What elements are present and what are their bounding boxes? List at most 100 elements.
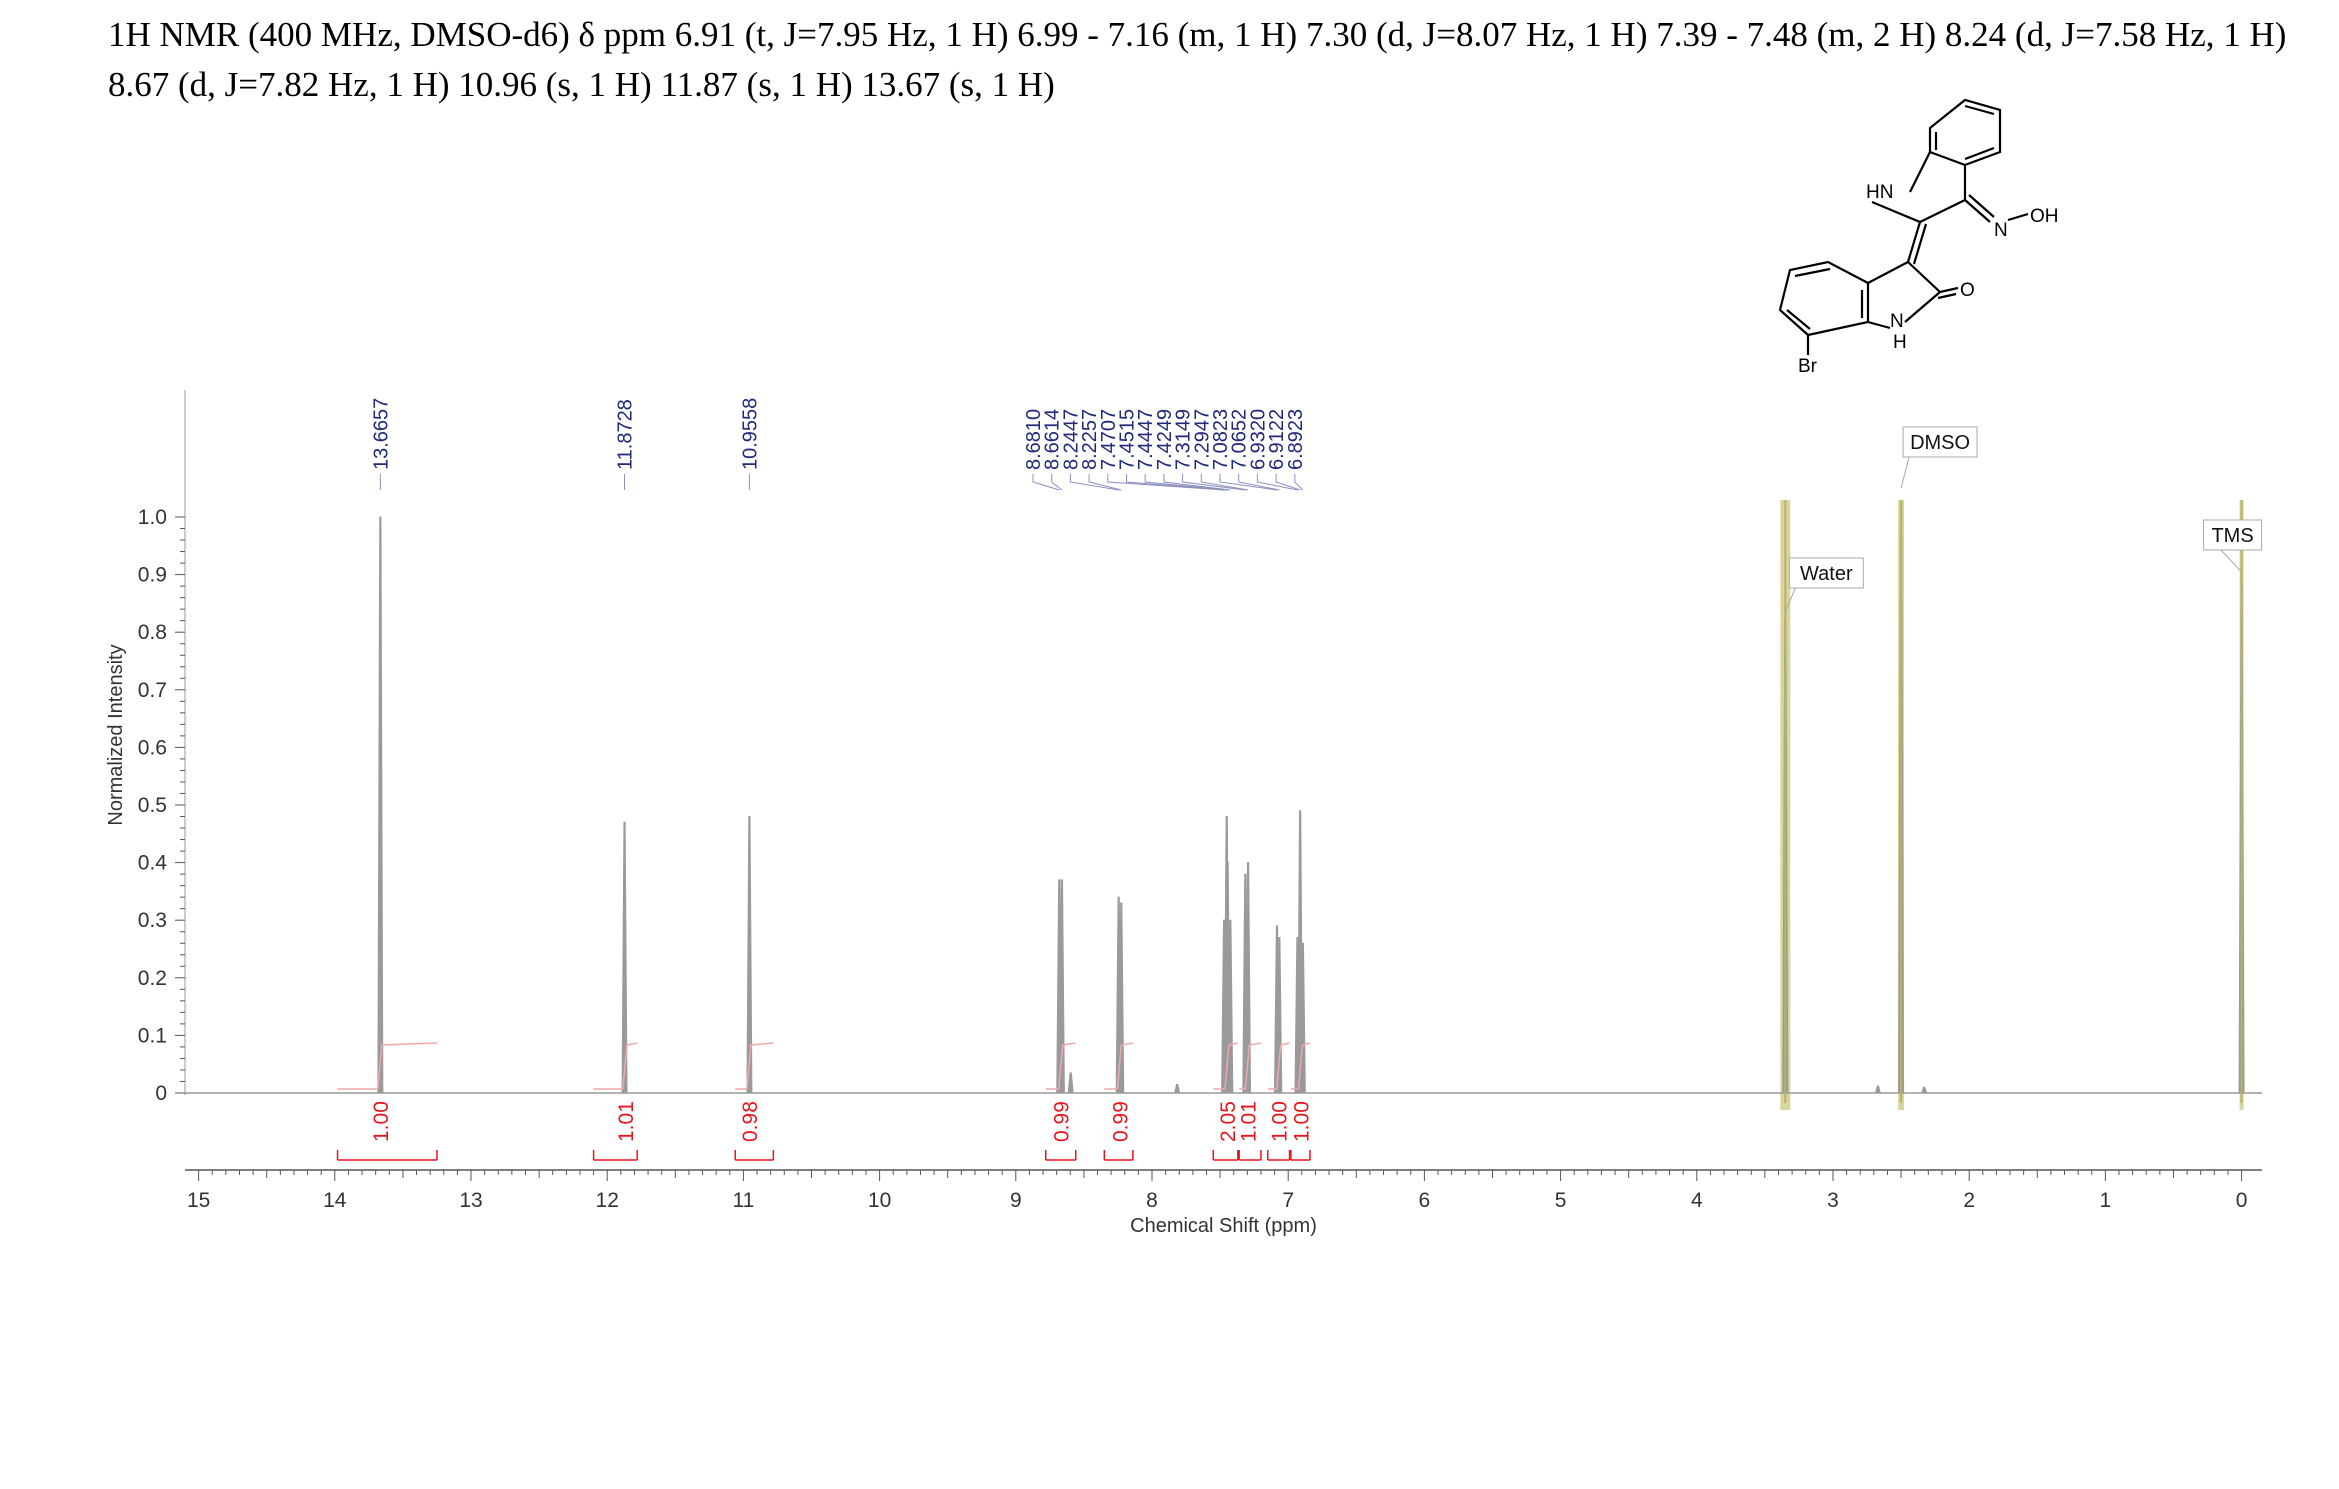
structure-label-n: N: [1890, 311, 1904, 332]
structure-bond: [1937, 292, 1957, 300]
x-tick-label: 10: [868, 1189, 891, 1212]
peak-label-leader: [1256, 474, 1298, 491]
spectrum-peak: [1245, 862, 1252, 1094]
peak-label: 7.3149: [1173, 409, 1195, 470]
peak-label-leader: [1275, 474, 1301, 491]
spectrum-peak: [621, 821, 628, 1094]
peak-label-leader: [1032, 474, 1060, 491]
x-tick-label: 8: [1146, 1189, 1158, 1212]
structure-bond: [1964, 104, 1995, 116]
integral-curve: [1213, 1042, 1238, 1090]
solvent-callout-label: DMSO: [1910, 432, 1970, 454]
peak-label: 7.0652: [1229, 409, 1251, 470]
x-tick-label: 12: [596, 1189, 619, 1212]
structure-label-hn: HN: [1866, 182, 1893, 203]
integral-label: 0.99: [1051, 1101, 1074, 1142]
solvent-callout-leader: [2220, 549, 2242, 573]
structure-bond: [1964, 199, 1991, 223]
peak-label: 11.8728: [615, 399, 637, 470]
header-line-1: 1H NMR (400 MHz, DMSO-d6) δ ppm 6.91 (t,…: [108, 15, 2287, 54]
structure-bond: [1964, 146, 1995, 161]
nmr-header: 1H NMR (400 MHz, DMSO-d6) δ ppm 6.91 (t,…: [108, 10, 2323, 110]
peak-label-leader: [1144, 474, 1228, 491]
integral-curve: [593, 1042, 638, 1090]
x-tick-label: 3: [1827, 1189, 1839, 1212]
structure-label-o: O: [1960, 280, 1975, 301]
spectrum-peak: [377, 516, 384, 1094]
x-tick-label: 6: [1419, 1189, 1431, 1212]
x-tick-label: 1: [2100, 1189, 2112, 1212]
y-tick-label: 0.1: [138, 1024, 167, 1047]
peak-label: 8.2257: [1079, 409, 1101, 470]
structure-bottom-benzene-ring: [1778, 260, 1870, 337]
peak-label-leader: [1182, 474, 1246, 491]
molecule-structure: HN N OH O N H Br: [1778, 98, 2059, 377]
structure-bond: [1968, 194, 1995, 218]
peak-label-leader: [1126, 474, 1227, 491]
peak-label-leader: [1219, 474, 1278, 491]
x-tick-label: 11: [733, 1189, 755, 1212]
integral-curve: [1290, 1042, 1311, 1090]
integral-label: 1.00: [1269, 1101, 1292, 1142]
integral-curve: [1104, 1042, 1134, 1090]
x-tick-label: 15: [187, 1189, 210, 1212]
spectrum-peak: [1058, 879, 1065, 1094]
peak-label-leader: [1069, 474, 1119, 491]
solvent-callout-leader: [1784, 587, 1796, 613]
integral-label: 2.05: [1217, 1101, 1240, 1142]
y-tick-label: 0.3: [138, 909, 167, 932]
peak-label-leader: [1051, 474, 1063, 491]
integral-curve: [1045, 1042, 1076, 1090]
structure-top-benzene-ring: [1928, 98, 2002, 167]
peak-label: 8.6614: [1042, 409, 1064, 470]
spectrum-peak: [1921, 1086, 1928, 1094]
peak-label: 7.4249: [1154, 409, 1176, 470]
x-axis-title: Chemical Shift (ppm): [1130, 1215, 1317, 1237]
structure-bond: [1907, 261, 1941, 293]
spectrum-peak: [746, 816, 753, 1094]
x-tick-label: 4: [1691, 1189, 1703, 1212]
integral-curve: [1239, 1042, 1262, 1090]
structure-bond: [1909, 151, 1931, 193]
peak-label-leader: [1088, 474, 1122, 491]
solvent-callout-leader: [1900, 456, 1910, 489]
integral-curve: [1267, 1042, 1290, 1090]
structure-bond: [1919, 199, 1966, 223]
structure-bond: [1871, 200, 1921, 224]
y-tick-label: 0.4: [138, 852, 168, 875]
peak-label: 13.6657: [370, 398, 392, 470]
x-tick-label: 0: [2236, 1189, 2248, 1212]
y-tick-label: 0: [155, 1082, 167, 1105]
structure-bond: [1906, 221, 1922, 263]
structure-label-h: H: [1893, 332, 1907, 353]
peak-label: 8.2447: [1060, 409, 1082, 470]
peak-label-leader: [1107, 474, 1225, 491]
solvent-callout-box: [1902, 426, 1978, 458]
structure-label-oh: OH: [2030, 206, 2059, 227]
solvent-callout-box: [2203, 519, 2263, 551]
peak-label: 6.9320: [1247, 409, 1269, 470]
peak-label-leader: [1294, 474, 1304, 491]
structure-label-n-oxime: N: [1994, 220, 2008, 241]
solvent-callout-box: [1788, 557, 1864, 589]
integral-label: 1.00: [1290, 1101, 1313, 1142]
spectrum-peak: [1067, 1072, 1074, 1094]
integral-label: 1.01: [1237, 1101, 1260, 1142]
integral-label: 1.00: [370, 1101, 393, 1142]
structure-bond: [2007, 212, 2029, 222]
structure-bond: [1786, 309, 1811, 330]
peak-label: 7.2947: [1191, 409, 1213, 470]
structure-bond: [1867, 320, 1891, 330]
peak-label-leader: [1200, 474, 1249, 491]
y-tick-label: 0.6: [138, 736, 167, 759]
peak-label: 10.9558: [739, 398, 761, 470]
structure-bond: [1867, 261, 1909, 284]
solvent-callout-label: Water: [1800, 563, 1853, 585]
peak-label: 7.0823: [1210, 409, 1232, 470]
peak-label: 7.4707: [1098, 409, 1120, 470]
integral-curve: [337, 1042, 437, 1090]
peak-label: 7.4515: [1117, 409, 1139, 470]
structure-bond: [1912, 223, 1928, 265]
y-tick-label: 1.0: [138, 506, 167, 529]
